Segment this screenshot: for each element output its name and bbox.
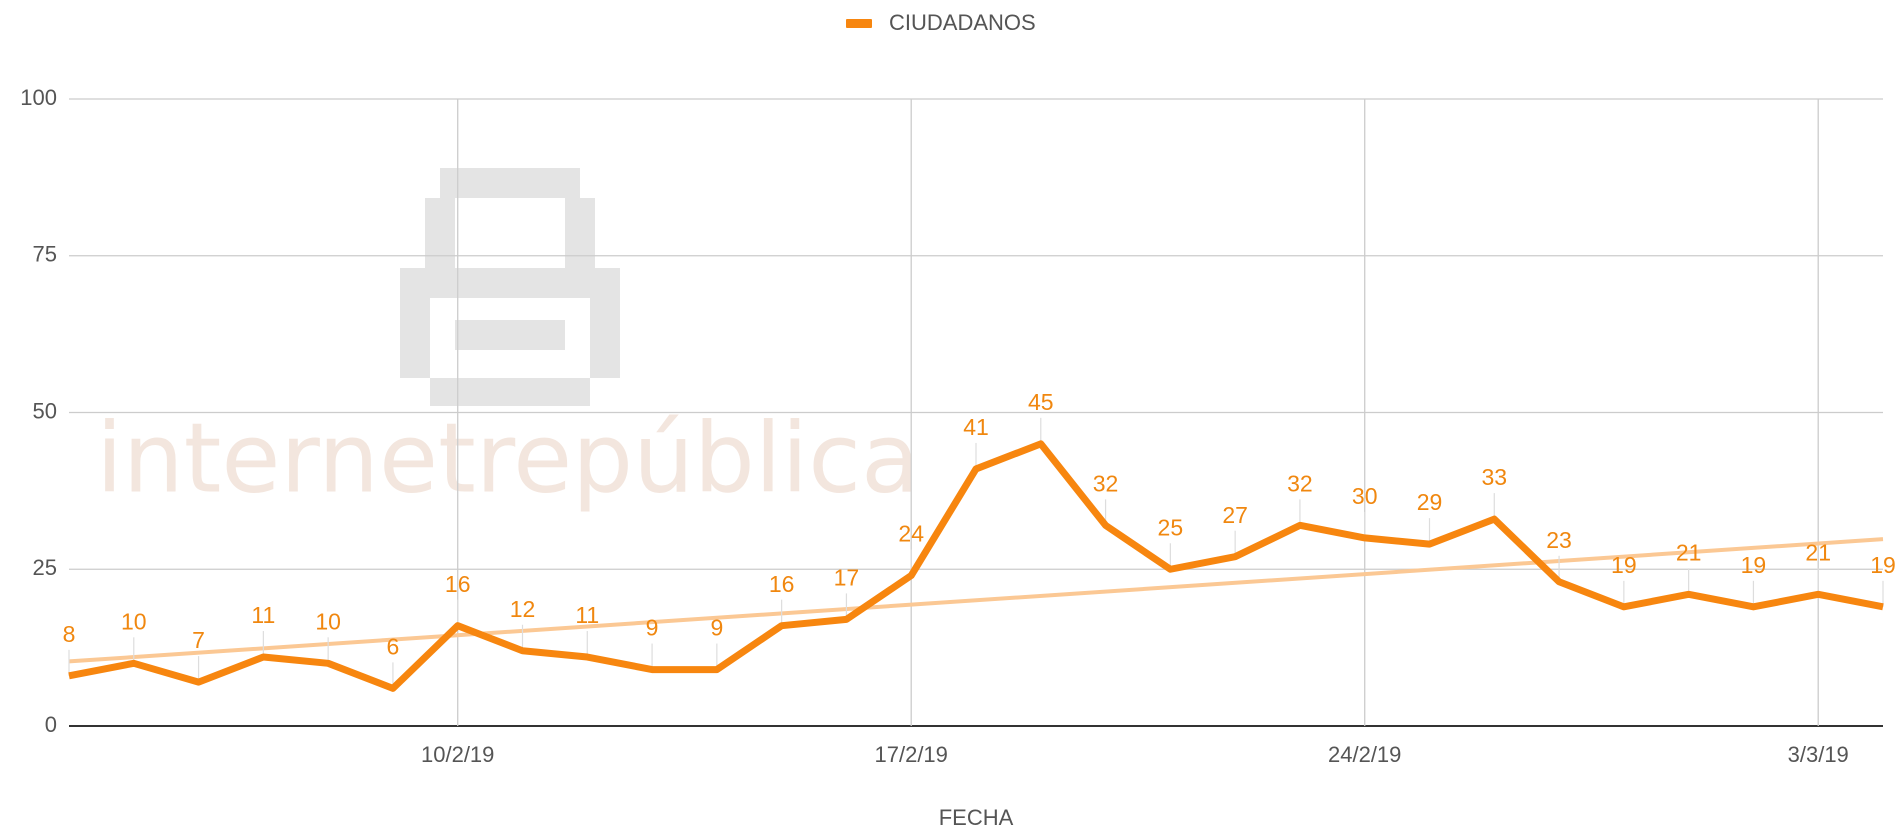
value-label: 6	[387, 633, 400, 659]
value-label: 21	[1676, 539, 1702, 565]
value-label: 8	[63, 621, 76, 647]
value-label: 45	[1028, 389, 1054, 415]
x-tick-label: 17/2/19	[875, 742, 948, 767]
value-label: 16	[769, 571, 795, 597]
value-label: 9	[646, 615, 659, 641]
value-label: 16	[445, 571, 471, 597]
trendline	[68, 537, 1884, 664]
value-label: 33	[1481, 464, 1507, 490]
watermark-icon	[400, 168, 620, 406]
x-tick-label: 24/2/19	[1328, 742, 1401, 767]
x-tick-label: 3/3/19	[1788, 742, 1849, 767]
value-label: 10	[121, 608, 147, 634]
x-tick-label: 10/2/19	[421, 742, 494, 767]
value-label: 21	[1805, 539, 1831, 565]
y-tick-label: 25	[33, 555, 57, 580]
value-label: 11	[251, 602, 275, 628]
value-label: 27	[1222, 502, 1248, 528]
y-tick-label: 75	[33, 242, 57, 267]
legend-label: CIUDADANOS	[889, 10, 1036, 35]
y-tick-label: 0	[45, 712, 57, 737]
value-label: 29	[1417, 489, 1443, 515]
x-axis-label: FECHA	[939, 805, 1014, 830]
value-label: 24	[898, 521, 924, 547]
legend-swatch	[846, 19, 872, 28]
value-label: 32	[1093, 470, 1119, 496]
watermark: internetrepública	[96, 402, 920, 514]
value-label: 11	[575, 602, 599, 628]
value-label: 12	[510, 596, 536, 622]
value-label: 10	[315, 608, 341, 634]
y-tick-label: 100	[20, 85, 57, 110]
value-label: 17	[834, 564, 860, 590]
y-tick-label: 50	[33, 398, 57, 423]
line	[68, 440, 1884, 692]
value-label: 19	[1741, 552, 1767, 578]
value-label: 41	[963, 414, 989, 440]
value-label: 23	[1546, 527, 1572, 553]
value-label: 32	[1287, 470, 1313, 496]
value-label: 19	[1870, 552, 1896, 578]
value-label: 19	[1611, 552, 1637, 578]
value-label: 25	[1158, 514, 1184, 540]
value-label: 30	[1352, 483, 1378, 509]
value-label: 9	[710, 615, 723, 641]
value-label: 7	[192, 627, 205, 653]
